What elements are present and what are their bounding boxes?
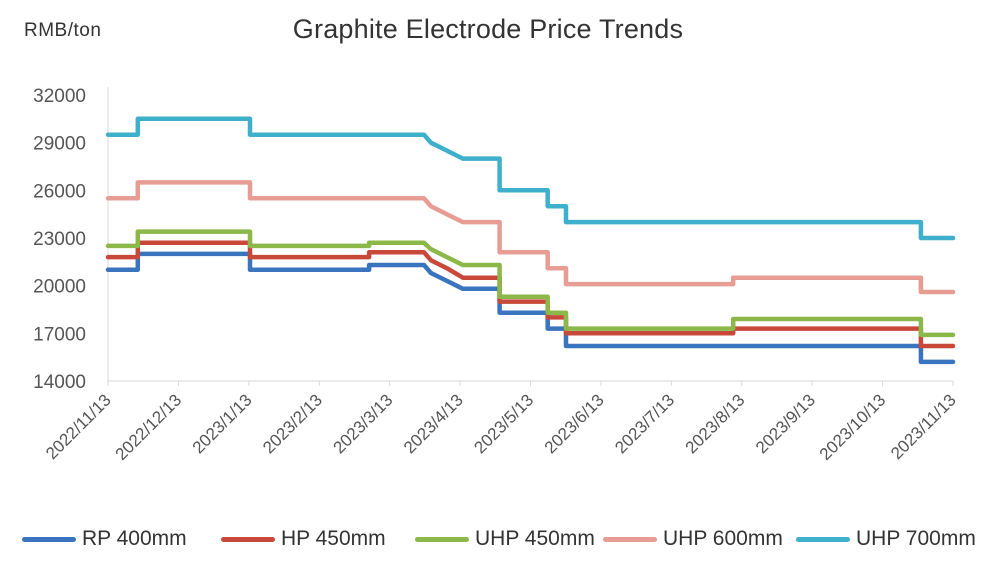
legend-label: UHP 450mm — [475, 527, 595, 550]
x-tick-label: 2023/4/13 — [400, 390, 467, 457]
legend-item: HP 450mm — [221, 522, 386, 556]
y-tick-label: 32000 — [33, 86, 86, 107]
y-tick-label: 23000 — [33, 229, 86, 250]
x-tick-label: 2023/9/13 — [752, 390, 819, 457]
x-tick-label: 2022/12/13 — [112, 390, 186, 464]
x-tick-label: 2023/7/13 — [611, 390, 678, 457]
legend-label: UHP 700mm — [856, 527, 976, 550]
y-tick-label: 20000 — [33, 277, 86, 298]
x-tick-label: 2023/11/13 — [887, 390, 960, 463]
legend-item: UHP 450mm — [415, 522, 595, 556]
legend-swatch — [603, 536, 657, 542]
x-tick-label: 2023/1/13 — [189, 390, 256, 457]
chart-title: Graphite Electrode Price Trends — [292, 14, 684, 44]
x-tick-label: 2023/6/13 — [541, 390, 608, 457]
legend-swatch — [221, 536, 275, 542]
series-line — [105, 116, 956, 241]
series-line — [105, 229, 956, 338]
x-tick-label: 2022/11/13 — [42, 390, 115, 463]
x-tick-label: 2023/3/13 — [330, 390, 397, 457]
legend-item: UHP 600mm — [603, 522, 783, 556]
series-line — [105, 180, 956, 295]
axes — [107, 87, 954, 386]
line-chart: 14000 17000 20000 23000 26000 29000 32000 2022/… — [33, 86, 960, 464]
legend-item: UHP 700mm — [796, 522, 976, 556]
y-tick-label: 26000 — [33, 181, 86, 202]
series-line — [105, 251, 956, 365]
legend-item: RP 400mm — [22, 522, 187, 556]
x-tick-label: 2023/10/13 — [816, 390, 890, 464]
series-lines — [105, 116, 956, 365]
y-tick-label: 17000 — [33, 324, 86, 345]
legend-label: UHP 600mm — [663, 527, 783, 550]
tick-labels: 14000 17000 20000 23000 26000 29000 32000 2022/… — [33, 86, 960, 464]
x-tick-label: 2023/5/13 — [470, 390, 537, 457]
x-tick-label: 2023/8/13 — [682, 390, 749, 457]
y-axis-unit-label: RMB/ton — [24, 20, 102, 41]
y-tick-label: 29000 — [33, 134, 86, 155]
legend-label: HP 450mm — [281, 527, 386, 550]
legend-swatch — [22, 536, 76, 542]
legend-swatch — [796, 536, 850, 542]
legend-label: RP 400mm — [82, 527, 187, 550]
y-tick-label: 14000 — [33, 372, 86, 393]
legend-swatch — [415, 536, 469, 542]
series-line — [105, 240, 956, 349]
x-tick-label: 2023/2/13 — [259, 390, 326, 457]
